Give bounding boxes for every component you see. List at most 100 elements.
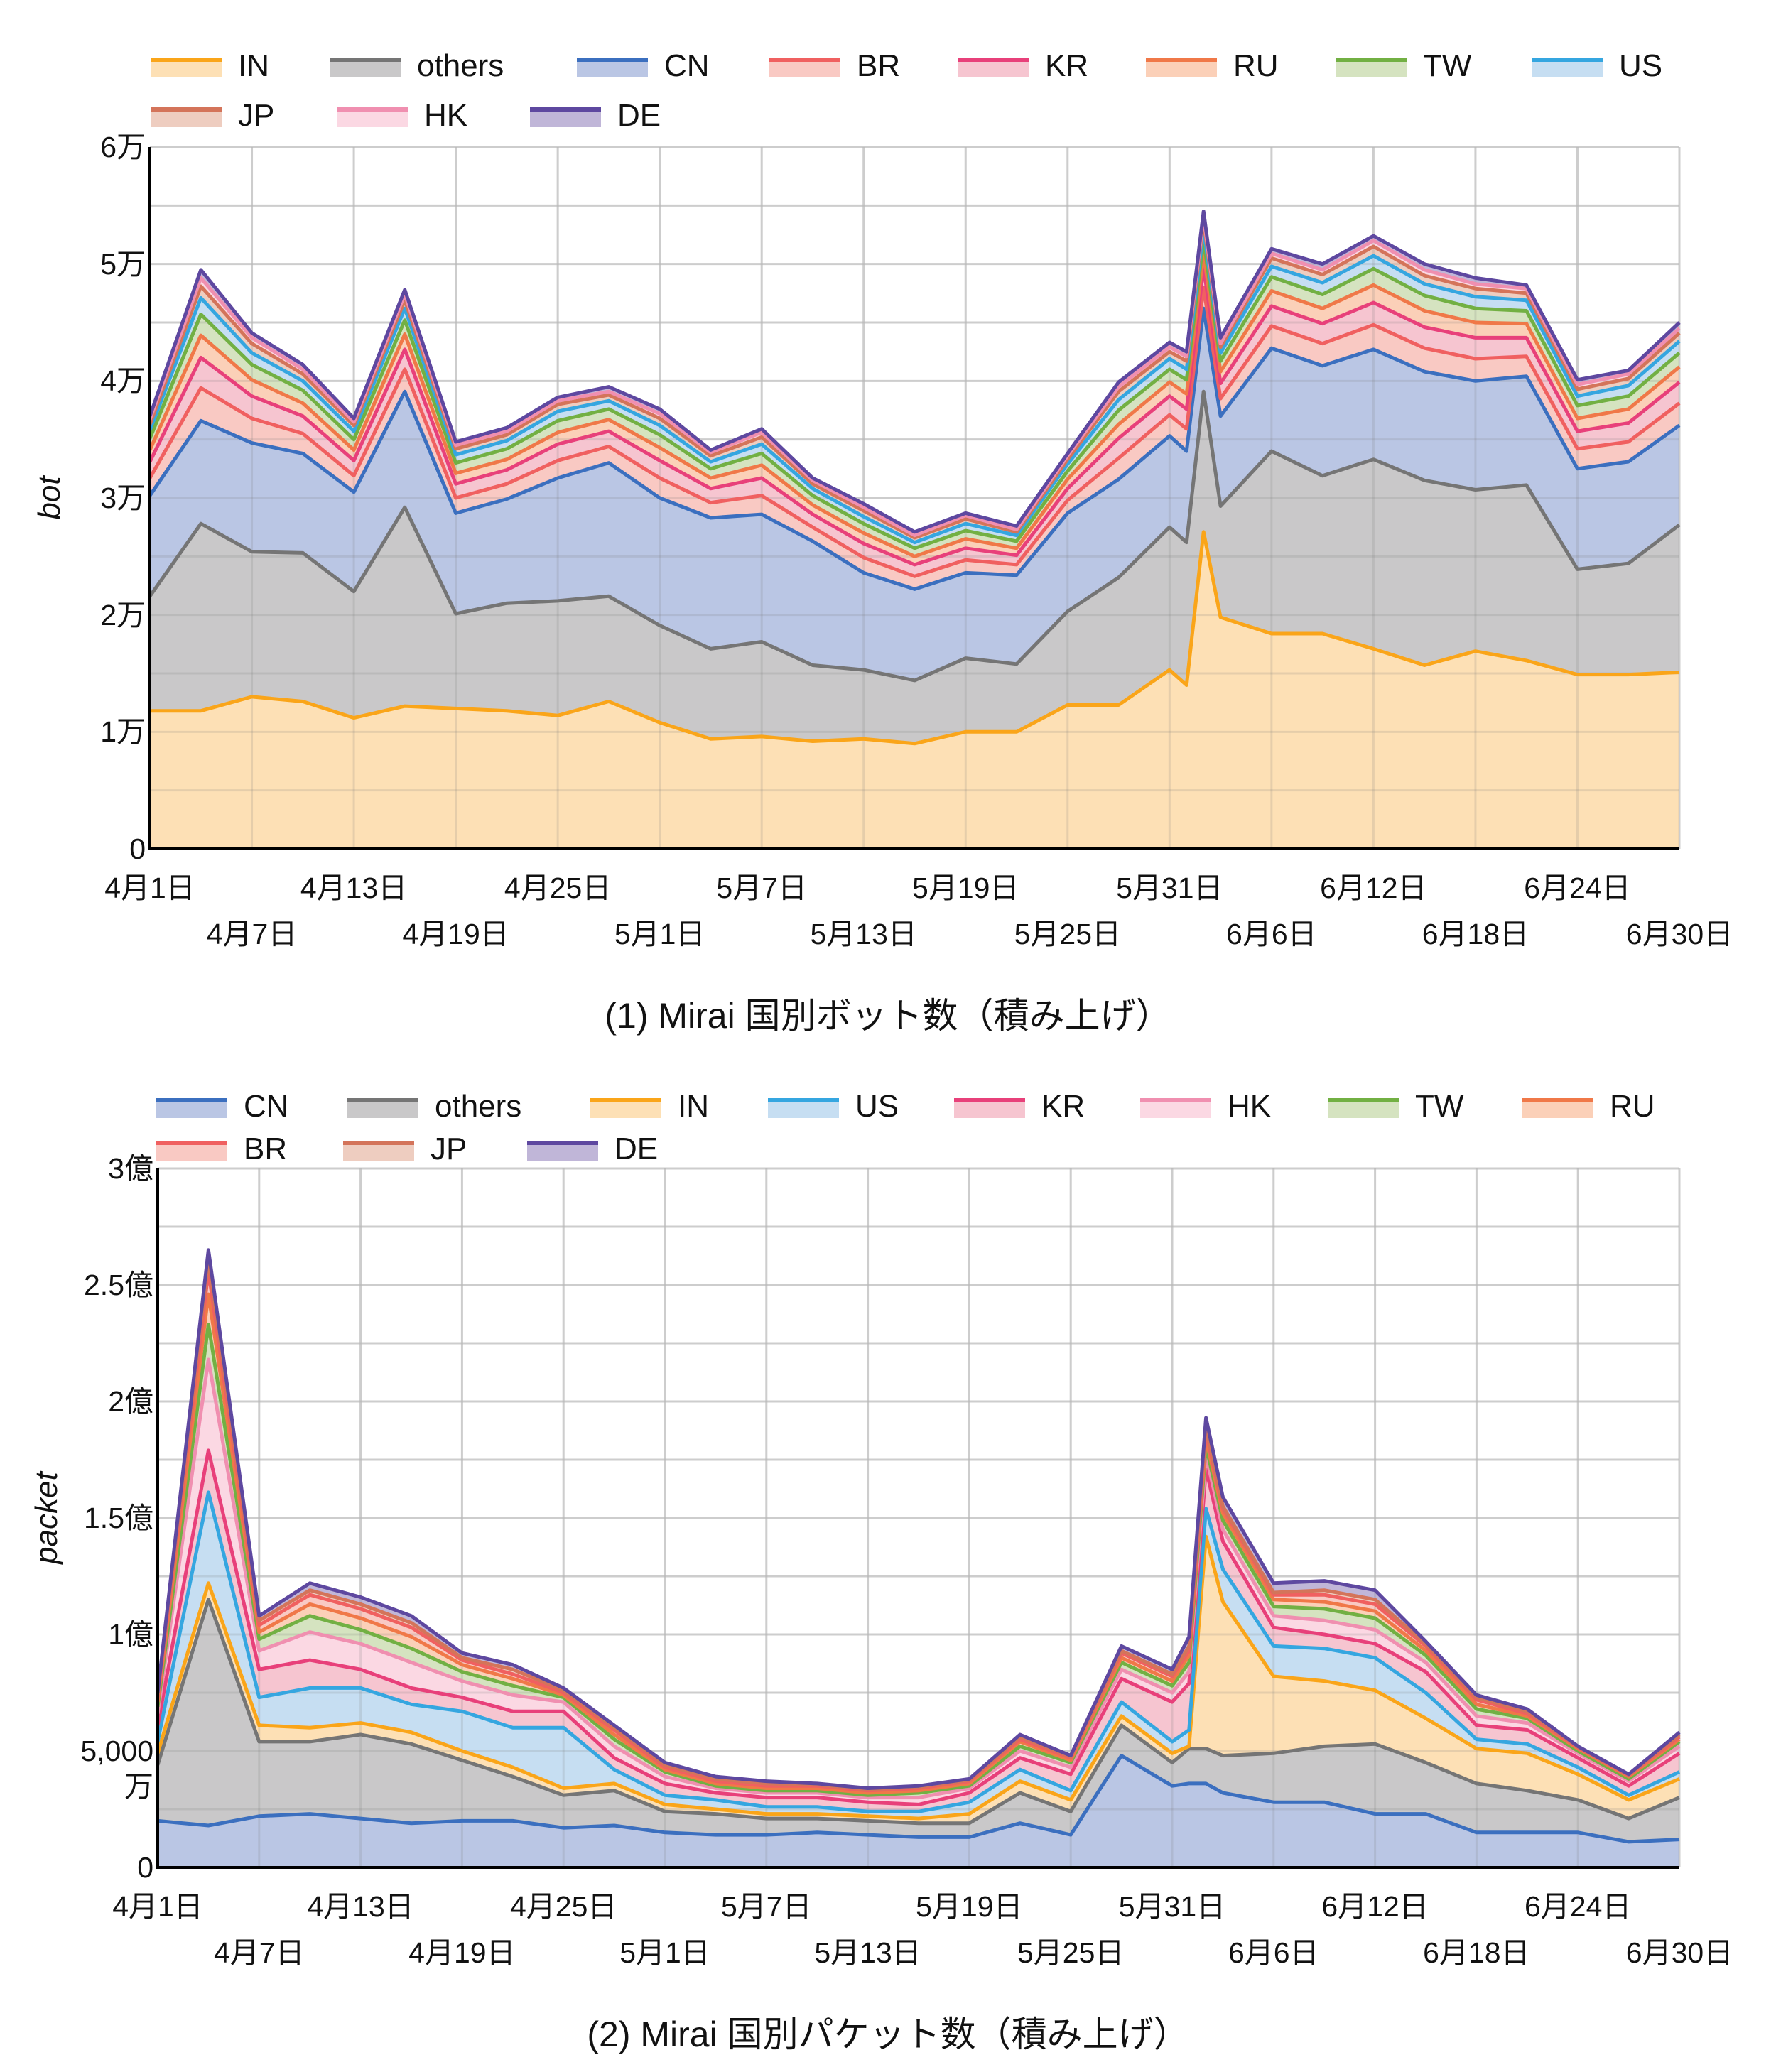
line-cn <box>157 1754 1680 1844</box>
legend-stripe <box>958 58 1029 62</box>
line-us <box>148 227 1681 545</box>
legend-label: JP <box>238 98 275 133</box>
y-tick-label: 4万 <box>100 364 146 398</box>
chart-2 <box>156 1167 1681 1869</box>
legend-label: CN <box>244 1089 289 1124</box>
y-tick-label: 2億 <box>108 1385 153 1418</box>
x-tick-label: 6月12日 <box>1321 1890 1429 1923</box>
x-tick-label: 6月6日 <box>1226 918 1317 950</box>
x-tick-label: 5月7日 <box>720 1890 812 1923</box>
legend-label: others <box>435 1089 522 1124</box>
x-tick-label: 5月19日 <box>916 1890 1023 1923</box>
y-tick-label: 1万 <box>100 715 146 749</box>
x-tick-label: 4月13日 <box>307 1890 414 1923</box>
legend-label: BR <box>244 1132 288 1166</box>
legend-stripe <box>156 1098 227 1102</box>
legend-stripe <box>337 107 408 112</box>
area-cn <box>150 308 1679 680</box>
line-us <box>156 1490 1681 1813</box>
area-us <box>158 1492 1679 1819</box>
line-br <box>148 286 1681 578</box>
line-tw <box>156 1323 1681 1797</box>
legend-swatch-cn <box>156 1098 227 1118</box>
legend-swatch-ru <box>1522 1098 1593 1118</box>
line-cn <box>148 306 1681 591</box>
legend-stripe <box>769 58 840 62</box>
x-tick-label: 6月30日 <box>1625 918 1733 950</box>
legend-swatch-jp <box>343 1141 414 1161</box>
x-tick-label: 4月1日 <box>104 872 195 904</box>
legend-swatch-us <box>1532 58 1603 77</box>
legend-stripe <box>151 58 222 62</box>
y-tick-label: 3万 <box>100 482 146 514</box>
legend-stripe <box>156 1141 227 1145</box>
legend-swatch-others <box>347 1098 418 1118</box>
line-in <box>156 1534 1680 1821</box>
x-tick-label: 4月7日 <box>206 918 298 950</box>
legend-swatch-others <box>330 58 401 77</box>
line-tw <box>148 237 1681 550</box>
legend-label: BR <box>857 48 901 83</box>
x-tick-label: 5月31日 <box>1116 872 1223 904</box>
legend-stripe <box>330 58 401 62</box>
legend-stripe <box>1522 1098 1593 1102</box>
legend-label: CN <box>664 48 710 83</box>
x-tick-label: 4月19日 <box>408 1936 516 1969</box>
legend-swatch-de <box>530 107 601 127</box>
x-tick-label: 5月13日 <box>810 918 917 950</box>
x-tick-label: 4月13日 <box>300 872 408 904</box>
line-others <box>156 1598 1680 1826</box>
legend-label: IN <box>678 1089 709 1124</box>
line-others <box>148 389 1681 683</box>
legend-swatch-hk <box>337 107 408 127</box>
line-ru <box>148 251 1681 558</box>
legend-swatch-tw <box>1336 58 1407 77</box>
legend-stripe <box>768 1098 839 1102</box>
legend-label: KR <box>1041 1089 1085 1124</box>
x-tick-label: 5月7日 <box>716 872 807 904</box>
legend-label: others <box>417 48 504 83</box>
legend-swatch-kr <box>954 1098 1025 1118</box>
legend-label: DE <box>614 1132 659 1166</box>
legend-swatch-kr <box>958 58 1029 77</box>
x-tick-label: 6月12日 <box>1320 872 1427 904</box>
legend-stripe <box>590 1098 661 1102</box>
chart-caption: (2) Mirai 国別パケット数（積み上げ） <box>587 2014 1189 2054</box>
line-kr <box>156 1448 1681 1806</box>
line-de <box>156 1248 1681 1790</box>
x-tick-label: 5月31日 <box>1118 1890 1226 1923</box>
line-kr <box>148 266 1681 567</box>
x-tick-label: 5月25日 <box>1014 918 1122 950</box>
line-hk <box>156 1357 1681 1800</box>
x-tick-label: 6月24日 <box>1524 1890 1632 1923</box>
legend-swatch-ru <box>1146 58 1217 77</box>
line-in <box>150 530 1680 746</box>
legend-swatch-us <box>768 1098 839 1118</box>
area-kr <box>158 1450 1679 1812</box>
legend-stripe <box>1328 1098 1399 1102</box>
chart-1 <box>148 146 1681 850</box>
chart-caption: (1) Mirai 国別ボット数（積み上げ） <box>605 996 1171 1036</box>
y-tick-label: 2.5億 <box>84 1269 153 1301</box>
x-tick-label: 4月25日 <box>504 872 612 904</box>
legend-label: DE <box>617 98 661 133</box>
line-de <box>148 210 1681 534</box>
legend-stripe <box>1140 1098 1211 1102</box>
y-tick-label: 6万 <box>100 131 146 163</box>
legend-label: IN <box>238 48 269 83</box>
area-cn <box>158 1755 1679 1867</box>
legend-label: US <box>1619 48 1663 83</box>
y-tick-label: 3億 <box>108 1152 153 1185</box>
y-tick-label: 1億 <box>108 1618 153 1651</box>
legend-swatch-hk <box>1140 1098 1211 1118</box>
legend-swatch-de <box>527 1141 598 1161</box>
legend-label: JP <box>431 1132 467 1166</box>
legend-stripe <box>347 1098 418 1102</box>
legend-label: RU <box>1610 1089 1655 1124</box>
x-tick-label: 5月19日 <box>912 872 1019 904</box>
y-axis-label: packet <box>29 1472 64 1564</box>
legend-label: HK <box>424 98 468 133</box>
x-tick-label: 5月25日 <box>1017 1936 1125 1969</box>
